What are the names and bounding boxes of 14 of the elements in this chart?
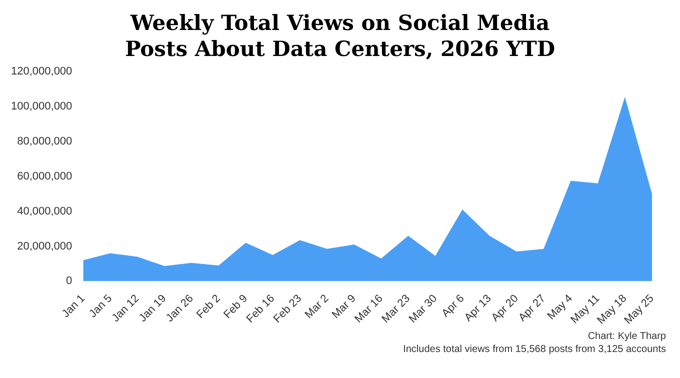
y-tick-label: 100,000,000 bbox=[11, 100, 72, 113]
x-tick-label: Feb 2 bbox=[194, 292, 223, 321]
y-tick-label: 120,000,000 bbox=[11, 66, 72, 78]
x-tick-label: Jan 1 bbox=[60, 292, 88, 320]
y-tick-label: 60,000,000 bbox=[17, 170, 72, 182]
y-tick-label: 40,000,000 bbox=[17, 205, 72, 218]
y-tick-label: 20,000,000 bbox=[17, 240, 72, 252]
y-tick-label: 0 bbox=[66, 275, 72, 288]
text: Chart: Kyle Tharp bbox=[586, 330, 666, 343]
chart-title: Weekly Total Views on Social Media Posts About Data Centers, 2026 YTD bbox=[124, 9, 556, 62]
text: Includes total views from 15,568 posts from 3,125 accounts bbox=[402, 343, 666, 356]
x-tick-label: Mar 2 bbox=[302, 292, 332, 321]
y-tick-label: 80,000,000 bbox=[17, 135, 72, 148]
x-tick-label: Jan 26 bbox=[164, 292, 196, 324]
